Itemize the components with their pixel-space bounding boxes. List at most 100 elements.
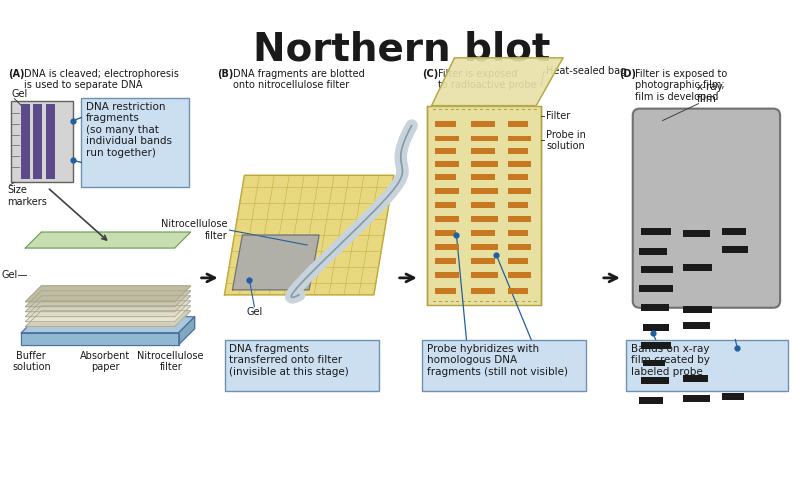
- Text: Gel: Gel: [1, 270, 18, 280]
- Bar: [433, 109, 435, 110]
- Polygon shape: [26, 306, 190, 322]
- Bar: [471, 244, 498, 250]
- Bar: [638, 248, 666, 255]
- Bar: [682, 264, 712, 271]
- Text: Gel: Gel: [246, 307, 262, 317]
- Text: Filter is exposed to
photographic film;
film is developed: Filter is exposed to photographic film; …: [634, 69, 727, 102]
- Bar: [641, 228, 670, 235]
- Text: (C): (C): [422, 69, 438, 79]
- Polygon shape: [233, 235, 319, 290]
- Bar: [438, 301, 442, 302]
- Bar: [434, 216, 459, 222]
- Bar: [504, 301, 507, 302]
- Bar: [528, 301, 531, 302]
- Bar: [498, 109, 502, 110]
- Bar: [445, 301, 447, 302]
- Bar: [433, 301, 435, 302]
- Bar: [508, 288, 528, 294]
- Bar: [450, 109, 454, 110]
- Bar: [445, 109, 447, 110]
- Bar: [457, 109, 459, 110]
- Bar: [434, 148, 457, 154]
- Bar: [508, 272, 531, 278]
- Bar: [434, 174, 457, 180]
- Text: Probe in
solution: Probe in solution: [546, 130, 586, 151]
- Text: (B): (B): [218, 69, 234, 79]
- Bar: [508, 174, 528, 180]
- Bar: [508, 148, 528, 154]
- Text: Size
markers: Size markers: [7, 185, 47, 207]
- Bar: [722, 228, 746, 235]
- Bar: [471, 288, 495, 294]
- Text: Absorbent
paper: Absorbent paper: [80, 351, 130, 372]
- Text: (D): (D): [618, 69, 636, 79]
- Bar: [422, 340, 586, 391]
- Bar: [462, 109, 466, 110]
- Bar: [492, 301, 495, 302]
- Bar: [528, 109, 531, 110]
- Text: Probe hybridizes with
homologous DNA
fragments (still not visible): Probe hybridizes with homologous DNA fra…: [426, 344, 568, 377]
- Bar: [638, 397, 662, 404]
- Bar: [722, 393, 744, 400]
- Polygon shape: [225, 175, 394, 295]
- Bar: [81, 98, 189, 187]
- Bar: [471, 135, 498, 141]
- Bar: [434, 288, 457, 294]
- Bar: [508, 202, 528, 208]
- Bar: [682, 306, 712, 313]
- Bar: [11, 101, 73, 182]
- Bar: [471, 258, 495, 264]
- Bar: [522, 301, 525, 302]
- Bar: [508, 230, 528, 236]
- Polygon shape: [26, 311, 190, 327]
- Bar: [438, 109, 442, 110]
- Bar: [34, 104, 42, 179]
- Bar: [504, 109, 507, 110]
- Text: DNA restriction
fragments
(so many that
individual bands
run together): DNA restriction fragments (so many that …: [86, 102, 172, 158]
- Text: Bands on x-ray
film created by
labeled probe: Bands on x-ray film created by labeled p…: [630, 344, 710, 377]
- Bar: [486, 301, 490, 302]
- Bar: [434, 121, 457, 127]
- Bar: [626, 340, 788, 391]
- Polygon shape: [178, 317, 194, 345]
- Bar: [682, 230, 710, 237]
- Text: DNA fragments
transferred onto filter
(invisible at this stage): DNA fragments transferred onto filter (i…: [230, 344, 350, 377]
- Bar: [534, 109, 537, 110]
- Bar: [434, 202, 457, 208]
- Bar: [434, 161, 459, 167]
- FancyBboxPatch shape: [633, 109, 780, 308]
- Polygon shape: [26, 301, 190, 317]
- Bar: [434, 230, 457, 236]
- Text: Gel: Gel: [11, 89, 28, 99]
- Text: Filter: Filter: [546, 111, 570, 121]
- Text: Buffer
solution: Buffer solution: [12, 351, 50, 372]
- Text: x-ray
film: x-ray film: [697, 82, 723, 104]
- Text: Heat-sealed bag: Heat-sealed bag: [546, 66, 626, 76]
- Polygon shape: [26, 286, 190, 302]
- Bar: [426, 106, 541, 305]
- Bar: [471, 161, 498, 167]
- Text: Nitrocellulose
filter: Nitrocellulose filter: [138, 351, 204, 372]
- Bar: [480, 109, 483, 110]
- Bar: [471, 174, 495, 180]
- Bar: [469, 109, 471, 110]
- Bar: [471, 272, 498, 278]
- Bar: [471, 216, 498, 222]
- Bar: [471, 188, 498, 194]
- Polygon shape: [26, 296, 190, 312]
- Text: DNA is cleaved; electrophoresis
is used to separate DNA: DNA is cleaved; electrophoresis is used …: [24, 69, 179, 90]
- Bar: [471, 121, 495, 127]
- Bar: [510, 301, 514, 302]
- Bar: [534, 301, 537, 302]
- Bar: [508, 188, 531, 194]
- Bar: [46, 104, 55, 179]
- Polygon shape: [432, 58, 563, 106]
- Bar: [498, 301, 502, 302]
- Polygon shape: [26, 291, 190, 307]
- Bar: [508, 216, 531, 222]
- Text: Nitrocellulose
filter: Nitrocellulose filter: [161, 219, 227, 241]
- Bar: [522, 109, 525, 110]
- Bar: [641, 304, 669, 311]
- Bar: [516, 109, 519, 110]
- Bar: [434, 135, 459, 141]
